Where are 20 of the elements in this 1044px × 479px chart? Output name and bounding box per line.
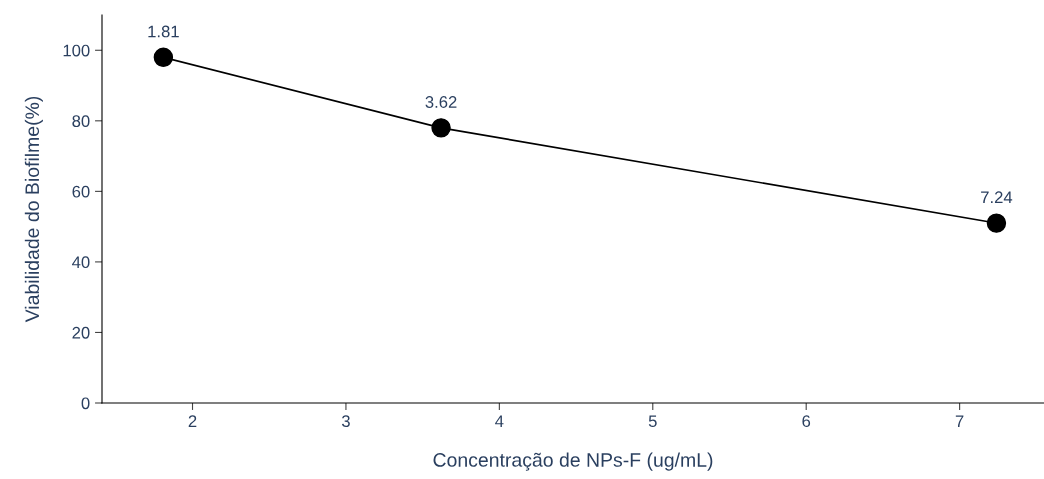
x-axis-title: Concentração de NPs-F (ug/mL) [433, 452, 713, 471]
x-tick-label: 3 [341, 415, 350, 428]
y-axis-title: Viabilidade do Biofilme(%) [24, 96, 43, 323]
x-tick-label: 5 [648, 415, 657, 428]
point [153, 47, 174, 68]
x-tick-label: 4 [495, 415, 504, 427]
y-tick-label: 40 [72, 256, 90, 269]
x-tick-label: 2 [188, 415, 197, 427]
y-tick-label: 0 [81, 397, 90, 410]
annotation: 1.81 [148, 25, 179, 38]
y-tick-label: 100 [63, 44, 90, 57]
y-tick-label: 20 [72, 326, 90, 339]
y-tick-label: 60 [72, 185, 90, 198]
x-tick-label: 6 [802, 415, 811, 428]
annotation: 7.24 [981, 191, 1013, 203]
x-tick-label: 7 [955, 415, 964, 427]
y-tick-label: 80 [72, 115, 90, 128]
point [986, 213, 1007, 233]
annotation: 3.62 [425, 96, 457, 108]
point [431, 118, 451, 138]
